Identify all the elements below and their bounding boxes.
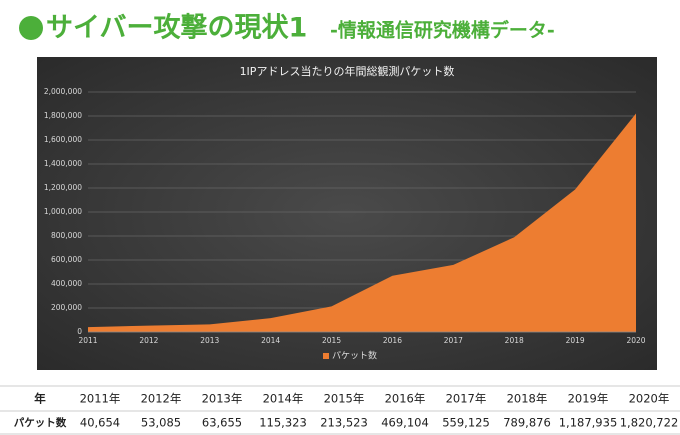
- page-title: サイバー攻撃の現状1: [46, 13, 307, 44]
- y-tick-label: 2,000,000: [44, 87, 82, 96]
- table-cell: 559,125: [442, 416, 490, 430]
- x-tick-label: 2018: [505, 336, 524, 345]
- y-tick-label: 1,000,000: [44, 207, 82, 216]
- y-tick-label: 1,200,000: [44, 183, 82, 192]
- table-cell: 1,187,935: [559, 416, 618, 430]
- bullet: [19, 16, 43, 40]
- x-tick-label: 2020: [626, 336, 645, 345]
- y-tick-label: 1,600,000: [44, 135, 82, 144]
- y-tick-label: 400,000: [51, 279, 82, 288]
- x-tick-label: 2017: [444, 336, 463, 345]
- table-header-cell: 2013年: [202, 392, 243, 406]
- table-header-cell: 2014年: [263, 392, 304, 406]
- table-cell: パケット数: [14, 416, 67, 429]
- page-subtitle: -情報通信研究機構データ-: [330, 19, 555, 42]
- table-header-cell: 2020年: [629, 392, 670, 406]
- table-cell: 40,654: [80, 416, 120, 430]
- y-tick-label: 0: [77, 327, 82, 336]
- y-tick-label: 200,000: [51, 303, 82, 312]
- table-header-cell: 2016年: [385, 392, 426, 406]
- x-tick-label: 2013: [200, 336, 219, 345]
- table-header-cell: 2017年: [446, 392, 487, 406]
- x-tick-label: 2011: [78, 336, 97, 345]
- table-header-cell: 年: [34, 392, 46, 406]
- area: [88, 113, 636, 332]
- table-cell: 115,323: [259, 416, 307, 430]
- table-header-cell: 2012年: [141, 392, 182, 406]
- y-tick-label: 600,000: [51, 255, 82, 264]
- table-cell: 469,104: [381, 416, 429, 430]
- legend-label: パケット数: [332, 350, 377, 362]
- table-header-cell: 2015年: [324, 392, 365, 406]
- table-cell: 789,876: [503, 416, 551, 430]
- table-header-cell: 2018年: [507, 392, 548, 406]
- table-cell: 1,820,722: [620, 416, 679, 430]
- x-tick-label: 2019: [566, 336, 585, 345]
- x-tick-label: 2012: [139, 336, 158, 345]
- x-tick-label: 2014: [261, 336, 280, 345]
- x-tick-label: 2016: [383, 336, 402, 345]
- table-header-cell: 2019年: [568, 392, 609, 406]
- legend-swatch: [323, 353, 329, 359]
- y-tick-label: 1,800,000: [44, 111, 82, 120]
- y-tick-label: 800,000: [51, 231, 82, 240]
- y-tick-label: 1,400,000: [44, 159, 82, 168]
- table: 年 2011年 2012年 2013年 2014年 2015年 2016年 2017年 2018…: [0, 385, 680, 435]
- chart-title: 1IPアドレス当たりの年間総観測パケット数: [240, 64, 455, 78]
- table-header-cell: 2011年: [80, 392, 121, 406]
- x-tick-label: 2015: [322, 336, 341, 345]
- table-cell: 63,655: [202, 416, 242, 430]
- chart: 0 200,000 400,000 600,000 800,000 1,000,000 1,…: [44, 87, 646, 362]
- table-cell: 53,085: [141, 416, 181, 430]
- table-cell: 213,523: [320, 416, 368, 430]
